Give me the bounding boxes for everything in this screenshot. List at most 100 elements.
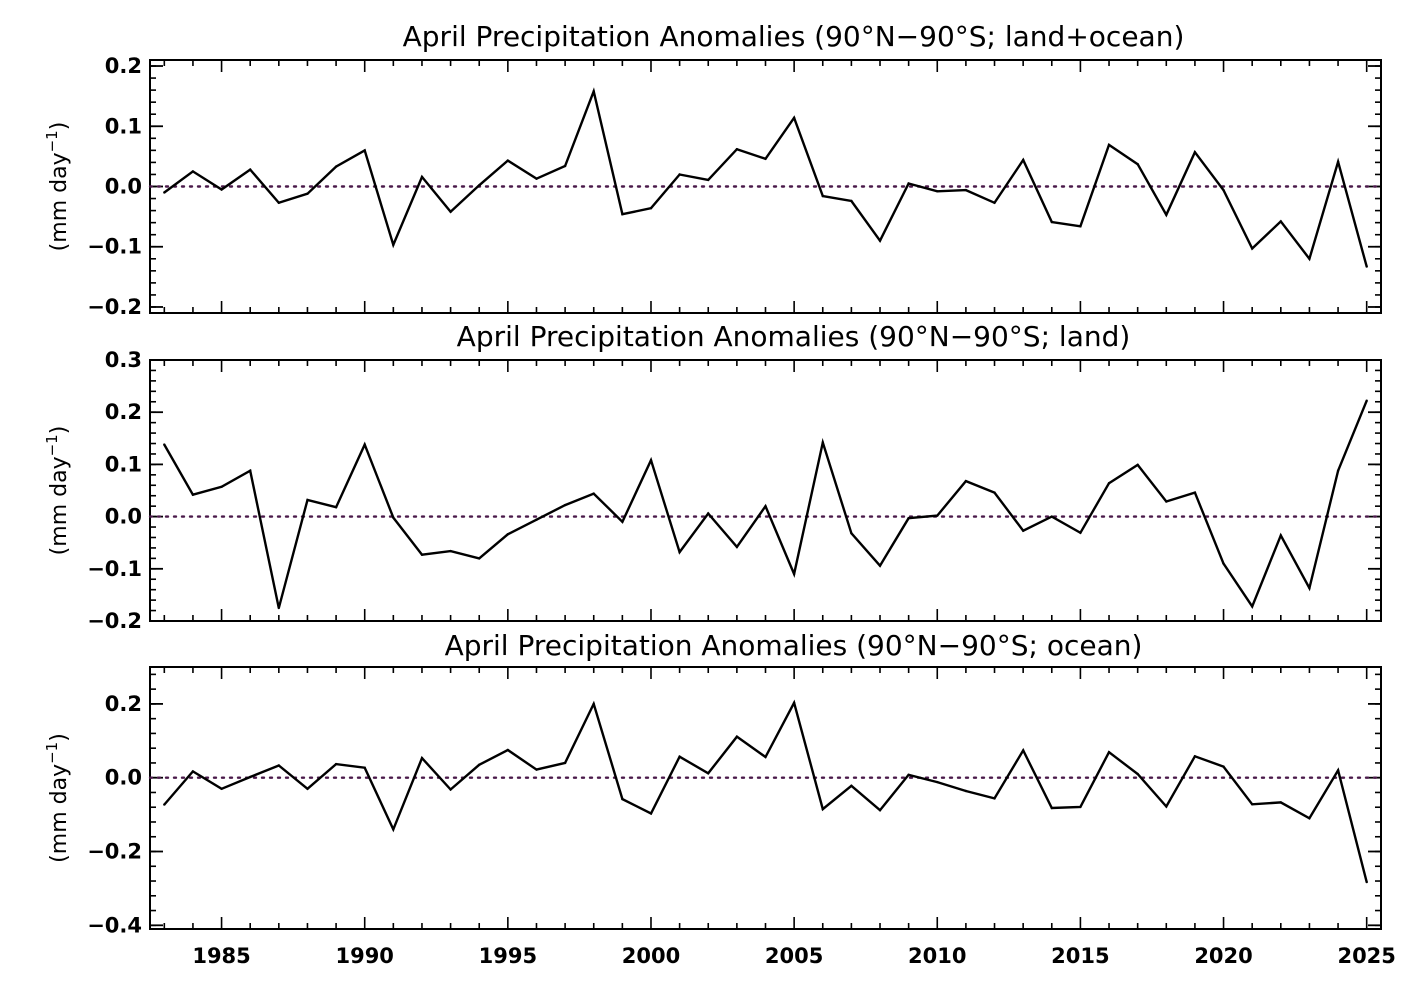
data-point [1308,817,1311,820]
data-point [535,518,538,521]
data-point [363,149,366,152]
data-point [306,787,309,790]
data-point [907,773,910,776]
data-point [563,164,567,168]
y-tick-label: 0.2 [105,692,142,716]
y-tick-label: −0.2 [87,840,142,864]
data-point [649,459,653,462]
data-point [334,165,338,168]
data-point [592,90,595,93]
data-point [821,441,824,444]
plot-frame [149,359,1382,622]
data-point [191,493,195,496]
data-point [478,557,481,560]
data-point [1107,751,1111,754]
y-axis-label-close: ) [47,733,72,742]
y-axis-label-close: ) [47,426,72,435]
data-point [1222,765,1225,768]
data-point [220,787,223,790]
data-point [964,188,968,192]
data-point [1365,880,1368,884]
data-point [306,192,309,195]
data-point [735,545,739,549]
data-point [678,173,681,176]
y-tick-label: 0.0 [105,505,142,529]
x-tick-label: 2025 [1337,944,1395,968]
data-point [220,188,223,191]
data-point [506,748,509,752]
data-point [392,516,395,519]
y-tick-label: 0.1 [105,452,142,476]
data-point [1079,531,1082,534]
data-point [1222,562,1225,565]
data-point [878,809,882,812]
data-point [1079,805,1082,809]
series-line [163,400,1368,609]
data-point [535,768,538,771]
data-point [1165,500,1168,503]
data-point [850,784,853,787]
data-point [907,517,910,520]
data-point [1022,158,1025,162]
data-point [1251,605,1254,608]
data-point [1022,749,1025,752]
data-point [1279,220,1283,223]
data-point [1136,163,1139,166]
data-point [764,505,767,508]
data-point [1251,247,1254,250]
data-point [649,207,653,210]
data-point [993,491,996,494]
data-point [1308,257,1311,260]
x-tick-label: 2015 [1051,944,1109,968]
data-point [1050,515,1054,518]
y-axis-label-close: ) [47,122,72,131]
data-point [850,199,853,203]
data-point [563,503,567,507]
data-point [735,148,739,151]
data-point [964,789,968,793]
data-point [649,812,653,815]
data-point [478,184,481,187]
data-point [420,553,424,556]
data-point [936,514,939,517]
data-point [1136,463,1139,467]
data-point [449,210,452,213]
data-point [1336,160,1340,163]
x-tick-label: 1985 [192,944,250,968]
series-line [163,87,1368,267]
data-point [1136,772,1139,776]
data-point [792,572,796,576]
data-point [735,735,739,738]
data-point [1193,151,1197,154]
data-point [1165,213,1168,216]
y-tick-label: 0.1 [105,114,142,138]
data-point [249,469,252,472]
data-point [277,764,280,767]
x-tick-label: 2005 [765,944,823,968]
data-point [1251,803,1254,806]
data-point [821,194,824,198]
data-point [1193,491,1197,494]
data-point [678,755,681,758]
y-tick-label: −0.4 [87,913,142,937]
data-point [420,756,424,760]
data-point [592,702,595,706]
y-tick-label: −0.1 [87,557,142,581]
data-point [1107,482,1111,485]
x-tick-label: 1990 [335,944,393,968]
y-axis-label: (mm day−1) [43,733,72,863]
data-point [449,549,452,553]
data-point [392,243,395,247]
data-point [621,520,624,523]
panel-3: April Precipitation Anomalies (90°N−90°S… [43,629,1396,968]
y-axis-label: (mm day−1) [43,122,72,252]
panel-title: April Precipitation Anomalies (90°N−90°S… [457,320,1131,353]
y-tick-label: −0.2 [87,609,142,633]
data-point [1193,755,1197,758]
y-axis-label-unit: (mm day [47,456,72,555]
y-tick-label: 0.3 [105,348,142,372]
data-point [449,788,452,791]
data-point [363,766,366,769]
